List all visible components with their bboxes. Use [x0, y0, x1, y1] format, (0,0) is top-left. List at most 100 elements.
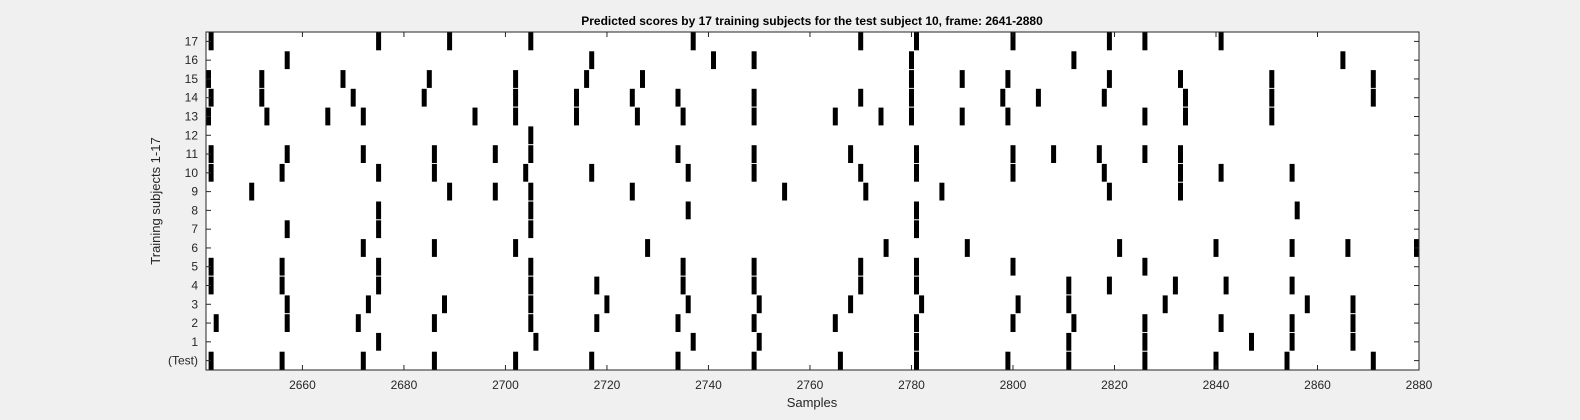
event-mark [1142, 314, 1148, 332]
event-mark [1071, 314, 1077, 332]
event-mark [1142, 332, 1148, 351]
x-tick-label: 2760 [797, 378, 824, 392]
event-mark [1051, 145, 1057, 163]
event-mark [832, 314, 838, 332]
event-mark [284, 51, 290, 70]
event-mark [376, 201, 382, 220]
event-mark [1289, 239, 1295, 257]
axes-box [205, 31, 1420, 371]
event-mark [1010, 145, 1016, 163]
event-mark [376, 220, 382, 239]
event-mark [1178, 70, 1183, 88]
event-mark [431, 239, 437, 257]
event-mark [513, 88, 519, 107]
event-mark [574, 107, 579, 126]
event-mark [751, 276, 757, 295]
event-mark [1117, 239, 1123, 257]
event-mark [472, 107, 478, 126]
event-mark [259, 88, 265, 107]
event-mark [909, 88, 914, 107]
event-mark [284, 220, 290, 239]
x-axis-label: Samples [787, 395, 838, 410]
event-mark [751, 88, 757, 107]
event-mark [909, 70, 914, 88]
y-tick-label: 11 [186, 147, 199, 161]
chart-title: Predicted scores by 17 training subjects… [581, 14, 1043, 28]
event-mark [1350, 295, 1356, 314]
event-mark [604, 295, 610, 314]
event-mark [284, 145, 290, 163]
y-tick-label: 8 [191, 203, 198, 217]
y-tick-label: 9 [191, 185, 198, 199]
event-mark [528, 314, 534, 332]
event-mark [447, 32, 453, 51]
y-tick-label: 7 [191, 222, 198, 236]
event-mark [376, 257, 382, 276]
y-tick-label: 15 [185, 72, 199, 86]
event-mark [442, 295, 447, 314]
event-mark [284, 295, 290, 314]
event-mark [1350, 332, 1356, 351]
event-mark [528, 276, 534, 295]
event-mark [1345, 239, 1351, 257]
event-mark [1000, 88, 1006, 107]
event-mark [594, 314, 600, 332]
event-mark [914, 201, 919, 220]
x-tick-label: 2840 [1203, 378, 1230, 392]
event-mark [1010, 163, 1016, 182]
event-mark [629, 88, 635, 107]
event-mark [1142, 145, 1148, 163]
event-mark [1142, 257, 1148, 276]
event-mark [914, 276, 919, 295]
event-mark [208, 351, 214, 370]
event-mark [1162, 295, 1168, 314]
event-mark [751, 145, 757, 163]
event-mark [279, 351, 285, 370]
event-mark [1035, 88, 1041, 107]
event-mark [878, 107, 884, 126]
event-mark [426, 70, 432, 88]
event-mark [1350, 314, 1356, 332]
event-mark [883, 239, 889, 257]
event-mark [751, 314, 757, 332]
event-mark [914, 163, 919, 182]
event-mark [584, 70, 590, 88]
event-mark [589, 163, 595, 182]
event-mark [1172, 276, 1178, 295]
event-mark [1106, 70, 1112, 88]
event-mark [523, 163, 529, 182]
event-mark [1183, 88, 1188, 107]
y-tick-label: 12 [185, 128, 199, 142]
event-mark [675, 145, 681, 163]
event-mark [914, 332, 919, 351]
y-tick-label: 3 [191, 297, 198, 311]
event-mark [675, 351, 681, 370]
event-mark [1096, 145, 1102, 163]
event-mark [1010, 314, 1016, 332]
event-mark [208, 163, 214, 182]
event-mark [376, 332, 382, 351]
event-mark [431, 314, 437, 332]
event-mark [837, 351, 843, 370]
event-mark [1066, 295, 1072, 314]
event-mark [1289, 163, 1295, 182]
event-mark [355, 314, 361, 332]
event-mark [1269, 70, 1275, 88]
event-mark [249, 182, 255, 201]
event-mark [213, 314, 219, 332]
event-mark [513, 107, 519, 126]
y-tick-label: 16 [185, 53, 199, 67]
event-mark [1223, 276, 1229, 295]
event-mark [914, 257, 919, 276]
event-mark [340, 70, 346, 88]
event-mark [914, 32, 919, 51]
event-mark [513, 70, 519, 88]
event-mark [589, 351, 595, 370]
event-mark [1066, 276, 1072, 295]
event-mark [279, 257, 285, 276]
event-mark [431, 163, 437, 182]
event-mark [848, 145, 854, 163]
event-mark [1218, 32, 1224, 51]
y-tick-label: 1 [191, 335, 198, 349]
